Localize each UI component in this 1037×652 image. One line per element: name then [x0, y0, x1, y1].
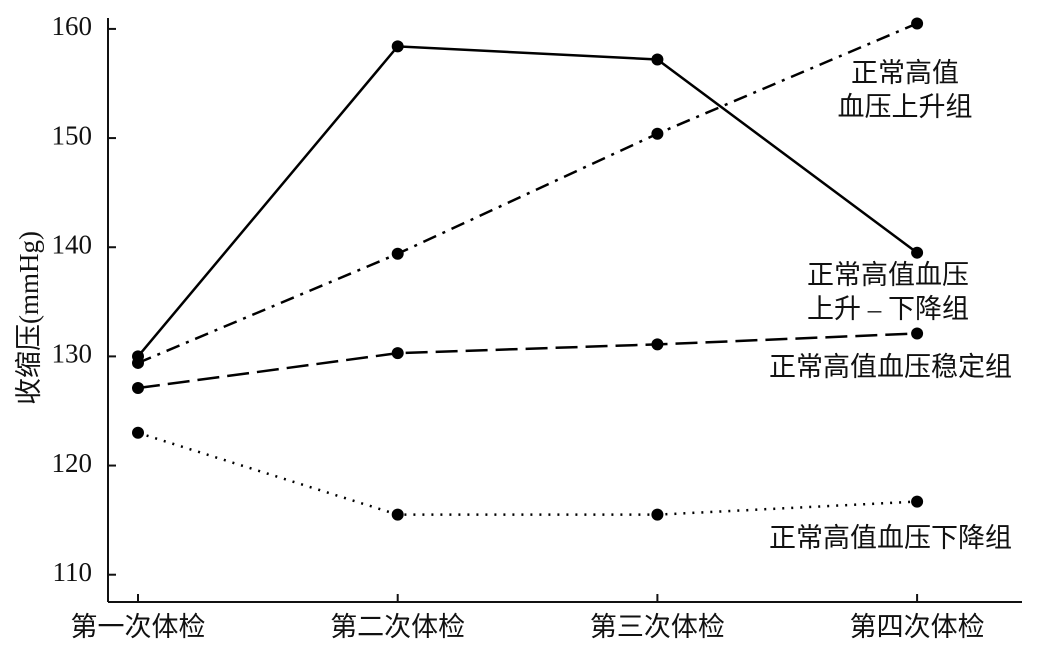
series-label: 正常高值血压稳定组	[769, 352, 1012, 382]
data-point	[651, 53, 664, 66]
y-tick-label: 160	[52, 11, 93, 41]
data-point	[911, 495, 924, 508]
series-label: 正常高值 血压上升组	[837, 58, 973, 122]
data-point	[651, 338, 664, 351]
series-line	[137, 332, 918, 390]
series-label: 正常高值血压 上升 – 下降组	[807, 260, 969, 324]
y-tick-label: 120	[52, 448, 93, 478]
data-point	[391, 508, 404, 521]
series-line	[137, 45, 918, 358]
data-point	[132, 350, 144, 363]
data-point	[132, 426, 144, 439]
data-point	[391, 247, 404, 260]
x-tick-label: 第三次体检	[590, 612, 725, 642]
data-point	[391, 347, 404, 360]
x-tick-label: 第二次体检	[330, 612, 465, 642]
y-tick-label: 130	[52, 339, 93, 369]
series-label: 正常高值血压下降组	[769, 523, 1012, 553]
y-axis-label: 收缩压(mmHg)	[14, 231, 44, 405]
data-point	[391, 40, 404, 53]
series-line	[137, 22, 918, 365]
data-point	[132, 382, 144, 395]
x-tick-label: 第四次体检	[850, 612, 985, 642]
series-line	[137, 431, 918, 516]
data-point	[911, 327, 924, 340]
y-tick-label: 110	[53, 557, 93, 587]
y-tick-label: 150	[52, 120, 93, 150]
data-point	[911, 246, 924, 259]
data-point	[651, 127, 664, 140]
data-point	[911, 17, 924, 30]
y-tick-label: 140	[52, 229, 93, 259]
data-point	[651, 508, 664, 521]
x-tick-label: 第一次体检	[71, 612, 206, 642]
